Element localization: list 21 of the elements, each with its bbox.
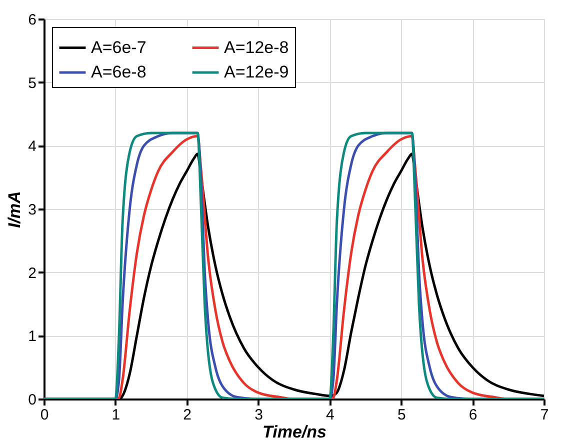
legend-label: A=12e-9 xyxy=(224,62,289,82)
y-tick-label: 0 xyxy=(28,392,36,408)
x-tick-label: 5 xyxy=(397,406,406,424)
x-tick-label: 1 xyxy=(112,406,120,424)
legend-label: A=12e-8 xyxy=(224,38,289,57)
y-tick-label: 2 xyxy=(28,264,36,282)
legend-label: A=6e-7 xyxy=(91,38,146,57)
x-tick-label: 6 xyxy=(468,406,478,424)
y-tick-label: 4 xyxy=(28,138,36,156)
y-tick-label: 5 xyxy=(28,74,36,92)
y-tick-label: 1 xyxy=(28,328,36,346)
x-tick-label: 2 xyxy=(183,406,192,424)
x-axis-title: Time/ns xyxy=(262,422,326,442)
x-tick-label: 0 xyxy=(40,406,49,424)
x-tick-label: 3 xyxy=(254,406,263,424)
y-tick-label: 6 xyxy=(28,12,36,28)
y-tick-label: 3 xyxy=(28,202,36,218)
y-axis-title: I/mA xyxy=(5,191,24,228)
x-tick-label: 4 xyxy=(326,406,334,424)
legend-label: A=6e-8 xyxy=(91,62,146,82)
x-tick-label: 7 xyxy=(540,406,549,424)
